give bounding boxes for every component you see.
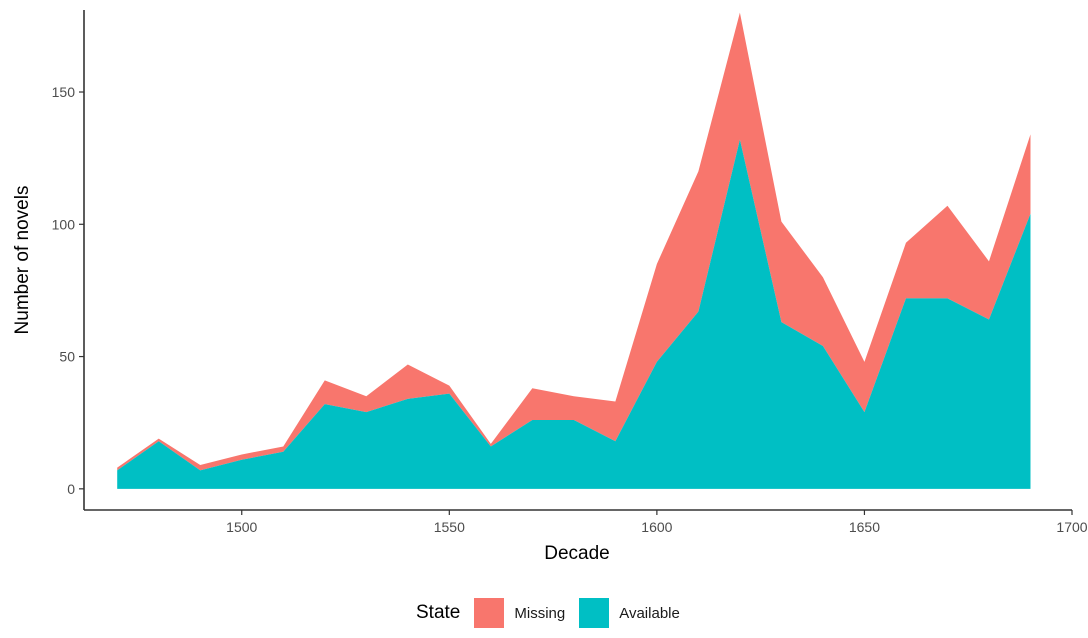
legend: State Missing Available xyxy=(0,598,1088,638)
y-axis-ticks: 0 50 100 150 xyxy=(52,84,84,497)
legend-key-available xyxy=(579,598,610,628)
x-tick-label: 1650 xyxy=(849,519,880,535)
x-tick-label: 1500 xyxy=(226,519,257,535)
stacked-areas xyxy=(117,12,1031,489)
legend-label-missing: Missing xyxy=(514,604,566,622)
x-tick-label: 1550 xyxy=(434,519,465,535)
legend-title: State xyxy=(416,602,461,623)
y-tick-label: 50 xyxy=(59,349,75,365)
x-axis-ticks: 1500 1550 1600 1650 1700 xyxy=(226,510,1088,535)
y-tick-label: 0 xyxy=(67,481,75,497)
area-available xyxy=(117,139,1031,489)
y-tick-label: 100 xyxy=(52,216,76,232)
legend-key-missing xyxy=(474,598,505,628)
x-tick-label: 1700 xyxy=(1056,519,1087,535)
y-tick-label: 150 xyxy=(52,84,76,100)
legend-label-available: Available xyxy=(619,604,680,622)
x-axis-title: Decade xyxy=(544,543,610,564)
x-tick-label: 1600 xyxy=(641,519,672,535)
y-axis-title: Number of novels xyxy=(12,186,33,335)
